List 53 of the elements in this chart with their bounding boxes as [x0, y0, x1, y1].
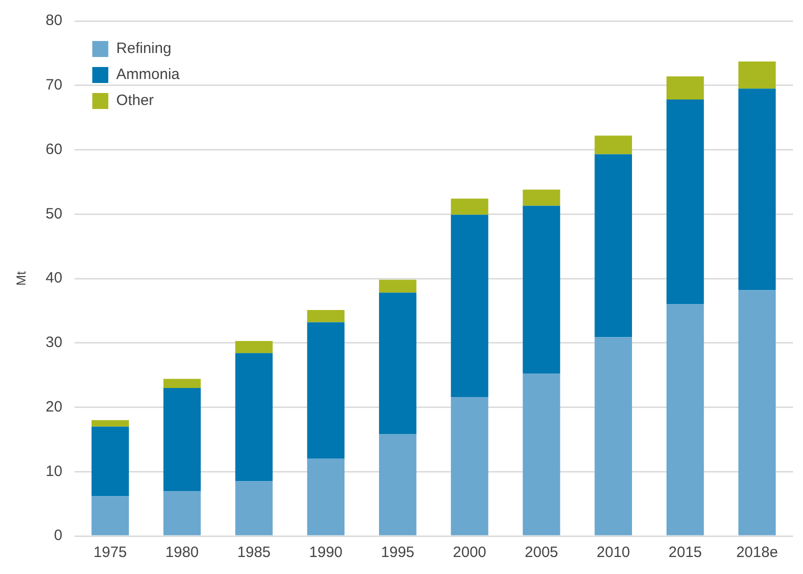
bar	[738, 62, 776, 89]
x-tick-label: 1980	[165, 544, 199, 562]
bar	[235, 353, 273, 482]
bar	[163, 378, 201, 388]
bar	[235, 340, 273, 354]
y-tick-label: 0	[54, 527, 62, 544]
bar	[666, 100, 704, 304]
y-tick-label: 10	[46, 462, 62, 480]
bar	[522, 206, 560, 374]
bar	[92, 426, 129, 496]
bar	[307, 310, 345, 322]
bar	[163, 490, 201, 536]
x-tick-label: 1985	[237, 544, 271, 562]
y-tick-label: 20	[46, 398, 62, 416]
x-tick-label: 2005	[524, 544, 558, 562]
bar	[450, 198, 488, 215]
y-tick-label: 50	[46, 205, 62, 222]
bar	[666, 304, 704, 536]
bar	[163, 388, 201, 491]
y-axis-title: Mt	[13, 270, 28, 286]
bar	[92, 420, 129, 427]
bar	[522, 190, 560, 206]
bar	[450, 214, 488, 397]
bar	[594, 154, 632, 338]
bar	[92, 496, 129, 536]
bar	[522, 374, 560, 536]
bar	[738, 290, 776, 536]
legend-label: Refining	[116, 40, 172, 58]
x-tick-label: 2000	[452, 544, 486, 562]
bar	[307, 458, 345, 536]
bar	[450, 396, 488, 536]
x-tick-label: 1975	[94, 544, 127, 562]
bar	[594, 337, 632, 536]
legend-label: Other	[116, 92, 154, 110]
y-tick-label: 70	[46, 76, 62, 94]
x-tick-label: 2010	[596, 544, 630, 562]
bar	[738, 88, 776, 290]
x-tick-label: 2018e	[736, 544, 778, 562]
bar	[235, 481, 273, 536]
bar	[307, 322, 345, 459]
legend-label: Ammonia	[116, 66, 180, 84]
bar	[379, 292, 416, 434]
y-tick-label: 40	[46, 270, 62, 287]
bar	[594, 136, 632, 154]
y-tick-label: 30	[46, 334, 62, 352]
bar	[379, 434, 416, 536]
x-tick-label: 2015	[668, 544, 702, 562]
x-tick-label: 1995	[381, 544, 414, 562]
bar	[379, 280, 416, 293]
x-tick-label: 1990	[309, 544, 343, 562]
bar	[666, 76, 704, 100]
y-tick-label: 80	[46, 12, 62, 30]
y-tick-label: 60	[46, 140, 62, 158]
